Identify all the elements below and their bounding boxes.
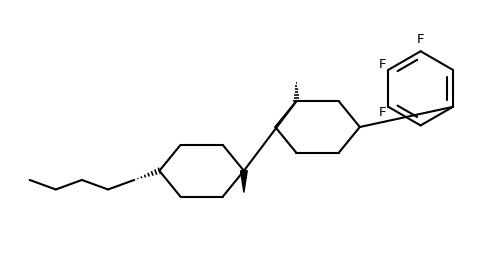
Polygon shape <box>241 171 247 193</box>
Text: F: F <box>378 58 386 71</box>
Text: F: F <box>417 34 425 46</box>
Text: F: F <box>378 106 386 119</box>
